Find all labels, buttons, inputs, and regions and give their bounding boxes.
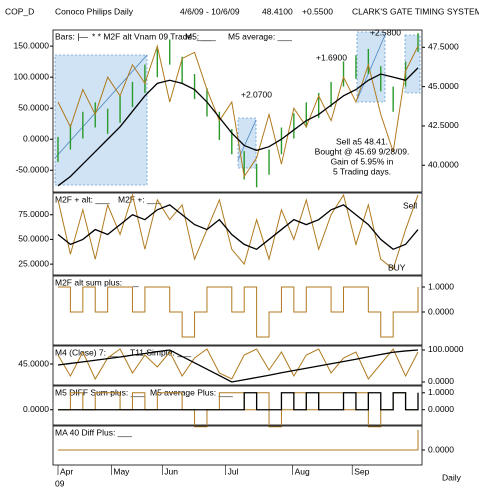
panel-frame	[52, 385, 423, 426]
x-tick-label: Apr	[60, 466, 73, 476]
y2-tick-label: 42.5000	[428, 120, 459, 130]
series-line	[57, 349, 419, 383]
y-tick-label: 75.0000	[18, 209, 49, 219]
last-price: 48.4100	[262, 6, 293, 16]
trade-box	[54, 54, 148, 186]
series-line	[57, 67, 419, 187]
period-label: Daily	[442, 472, 462, 482]
series-line	[58, 392, 419, 411]
y-tick-label: 0.0000	[23, 133, 49, 143]
legend-entry: M5 average: ___	[228, 31, 292, 41]
y2-tick-label: 45.0000	[428, 81, 459, 91]
legend-entry: M2F + alt: ___	[55, 194, 110, 204]
price-change: +0.5500	[302, 6, 333, 16]
symbol: COP_D	[5, 6, 34, 16]
series-line	[58, 286, 419, 338]
y-tick-label: 25.0000	[18, 258, 49, 268]
trade-line	[356, 34, 386, 101]
legend-entry: M4 (Close) 7: ___	[55, 347, 123, 357]
annotation: +2.0700	[241, 89, 272, 99]
panel-frame	[52, 275, 423, 346]
instrument-name: Conoco Philips Daily	[55, 6, 134, 16]
x-tick-label: Jul	[228, 466, 239, 476]
legend-entry: T11 Simple: ___	[130, 347, 192, 357]
legend-entry: MA 40 Diff Plus: ___	[55, 427, 132, 437]
y-tick-label: 45.0000	[18, 358, 49, 368]
y-tick-label: 50.0000	[18, 234, 49, 244]
legend-entry: M5: ___	[185, 31, 216, 41]
annotation: BUY	[388, 262, 406, 272]
legend-entry: M5 DIFF Sum plus: ___	[55, 387, 145, 397]
trade-note: Gain of 5.95% in	[331, 156, 394, 166]
series-line	[57, 193, 419, 270]
x-tick-label: May	[113, 466, 130, 476]
series-line	[58, 430, 419, 451]
y-tick-label: -50.0000	[15, 165, 49, 175]
y2-tick-label: 100.0000	[428, 344, 464, 354]
y2-tick-label: 0.0000	[428, 306, 454, 316]
legend-entry: M5 average Plus: ___	[150, 387, 233, 397]
y2-tick-label: 0.0000	[428, 404, 454, 414]
x-tick-label: Aug	[295, 466, 310, 476]
trade-note: 5 Trading days.	[333, 166, 391, 176]
y2-tick-label: 0.0000	[428, 376, 454, 386]
trade-line	[237, 119, 257, 161]
trade-note: Bought @ 45.69 9/28/09.	[315, 146, 410, 156]
panel-frame	[52, 345, 423, 386]
series-line	[57, 204, 419, 251]
annotation: +2.5800	[370, 27, 401, 37]
panel-frame	[52, 29, 423, 193]
legend-entry: * * M2F alt Vnam 09 Trade: ___	[92, 31, 211, 41]
x-tick-label: Jun	[164, 466, 178, 476]
series-line	[57, 348, 419, 381]
y-tick-label: 100.0000	[14, 71, 50, 81]
annotation: +1.6900	[316, 52, 347, 62]
y2-tick-label: 1.0000	[428, 281, 454, 291]
panel-frame	[52, 192, 423, 276]
legend-entry: Bars: |—	[55, 31, 88, 41]
year-label: 09	[55, 478, 65, 488]
y2-tick-label: 0.0000	[428, 444, 454, 454]
date-range: 4/6/09 - 10/6/09	[180, 6, 240, 16]
system-name: CLARK'S GATE TIMING SYSTEM ©	[352, 6, 479, 16]
panel-frame	[52, 425, 423, 466]
y-tick-label: 0.0000	[23, 404, 49, 414]
y2-tick-label: 40.0000	[428, 160, 459, 170]
annotation: Sell	[403, 200, 417, 210]
x-tick-label: Sep	[354, 466, 369, 476]
y2-tick-label: 1.0000	[428, 387, 454, 397]
legend-entry: M2F alt sum plus: ___	[55, 277, 139, 287]
trade-note: Sell a5 48.41.	[336, 136, 388, 146]
y-tick-label: 150.0000	[14, 40, 50, 50]
y-tick-label: 50.0000	[18, 102, 49, 112]
legend-entry: M2F +: ___	[118, 194, 162, 204]
y2-tick-label: 47.5000	[428, 42, 459, 52]
